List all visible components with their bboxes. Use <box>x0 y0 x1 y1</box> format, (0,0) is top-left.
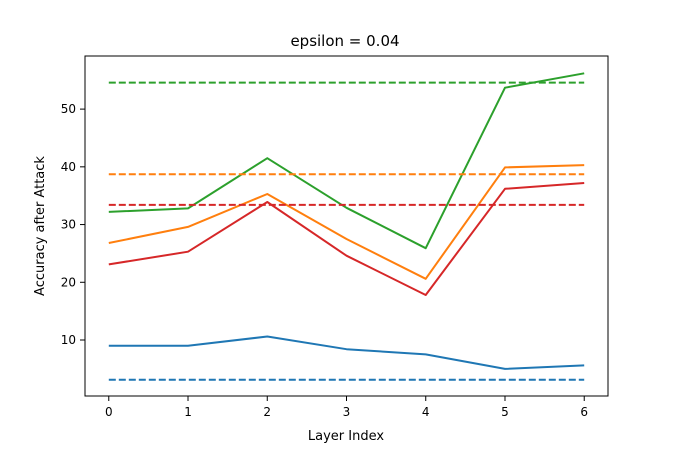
x-tick-label: 0 <box>105 405 113 419</box>
x-tick-label: 4 <box>422 405 430 419</box>
series-line-2 <box>108 164 585 280</box>
y-axis: 10 20 30 40 50 <box>61 102 85 347</box>
y-tick-label: 50 <box>61 102 76 116</box>
x-axis-label: Layer Index <box>308 429 384 444</box>
x-tick-label: 3 <box>343 405 351 419</box>
series-line-4 <box>108 182 585 296</box>
x-tick-label: 1 <box>184 405 192 419</box>
y-tick-label: 30 <box>61 218 76 232</box>
y-axis-label: Accuracy after Attack <box>33 156 48 296</box>
series-line-3 <box>108 72 585 250</box>
y-tick-label: 20 <box>61 275 76 289</box>
y-tick-label: 40 <box>61 160 76 174</box>
chart-title: epsilon = 0.04 <box>290 32 399 50</box>
x-axis: 0 1 2 3 4 5 6 <box>105 396 588 419</box>
series-line-1 <box>108 335 585 370</box>
y-tick-label: 10 <box>61 333 76 347</box>
x-tick-label: 6 <box>580 405 588 419</box>
plot-lines <box>108 72 585 381</box>
x-tick-label: 5 <box>501 405 509 419</box>
x-tick-label: 2 <box>263 405 271 419</box>
